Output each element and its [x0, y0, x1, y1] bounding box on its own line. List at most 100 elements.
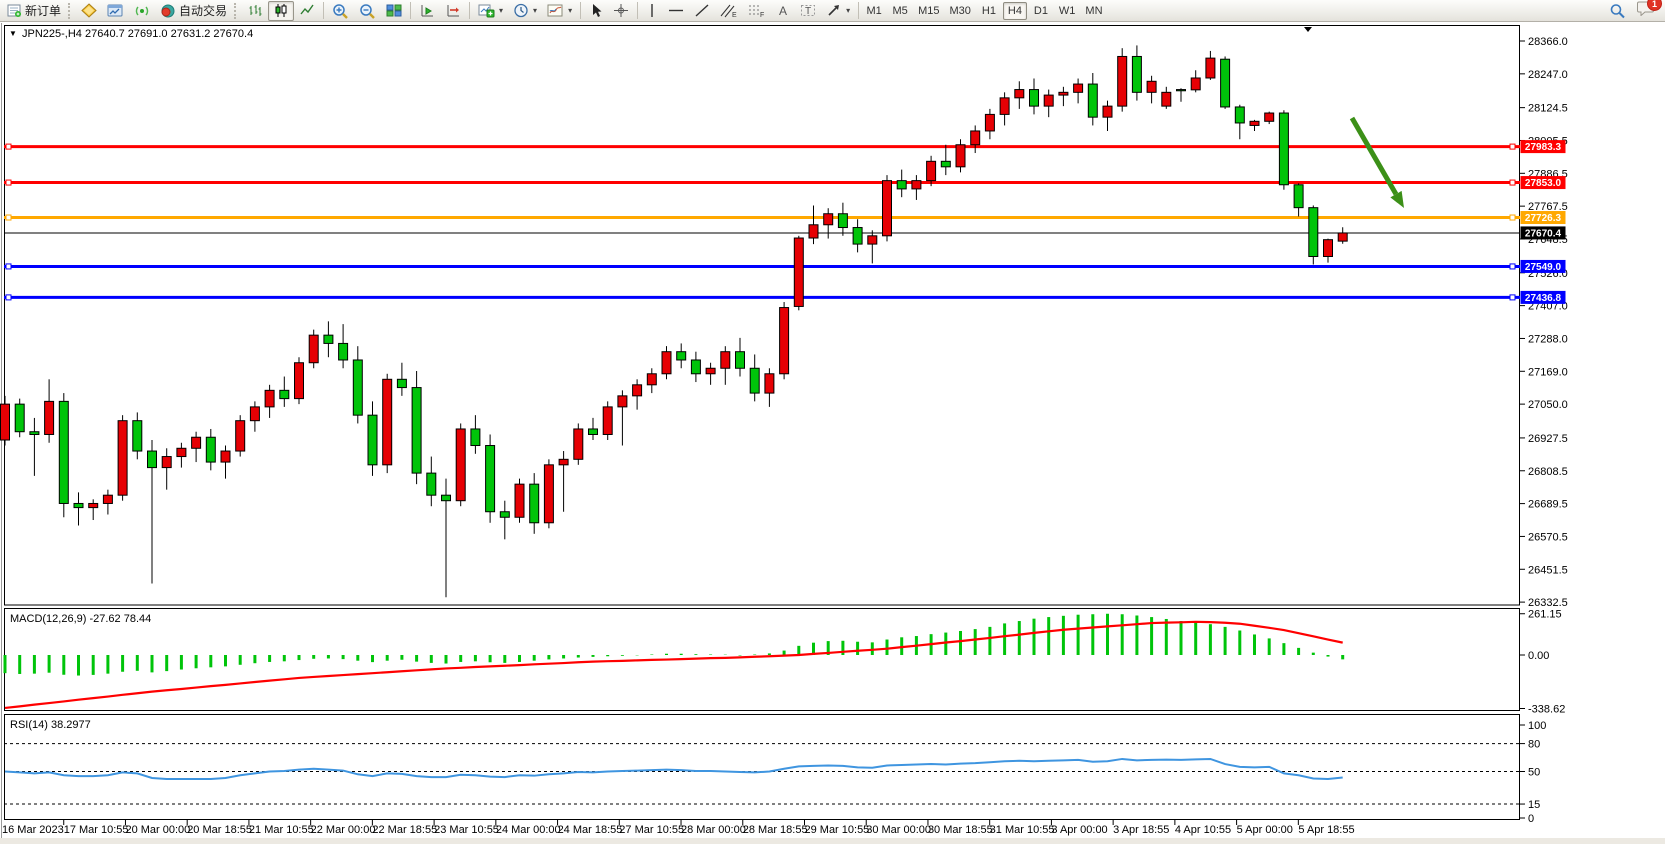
market-watch-button[interactable] [102, 1, 129, 21]
candlestick-chart-button[interactable] [268, 0, 295, 21]
symbol-dropdown-icon[interactable]: ▼ [9, 29, 17, 38]
svg-text:A: A [779, 4, 787, 18]
fibonacci-icon: F [749, 5, 764, 18]
line-chart-button[interactable] [294, 1, 320, 21]
main-panel-border [4, 25, 1520, 606]
zoom-in-icon [333, 3, 348, 19]
horizontal-level-lines[interactable] [4, 143, 1520, 301]
vertical-line-button[interactable] [641, 1, 663, 21]
horizontal-line-button[interactable] [663, 1, 689, 21]
macd-panel-border [4, 608, 1520, 711]
templates-button[interactable]: ▾ [542, 1, 577, 21]
svg-text:24 Mar 00:00: 24 Mar 00:00 [496, 824, 561, 836]
trendline-button[interactable] [689, 1, 715, 21]
svg-text:27983.3: 27983.3 [1525, 142, 1562, 153]
price-tag [1520, 211, 1566, 225]
timeframe-button-h4[interactable]: H4 [1002, 1, 1027, 20]
indicators-button[interactable]: ▾ [473, 1, 508, 21]
svg-text:29 Mar 10:55: 29 Mar 10:55 [804, 824, 869, 836]
chart-shift-button[interactable] [414, 1, 440, 21]
svg-text:30 Mar 18:55: 30 Mar 18:55 [928, 824, 993, 836]
chart-shift-marker-icon [1304, 27, 1312, 32]
auto-trading-button[interactable]: 自动交易 [155, 1, 232, 21]
cursor-button[interactable] [584, 1, 608, 21]
svg-text:28124.5: 28124.5 [1528, 103, 1568, 115]
timeframe-button-d1[interactable]: D1 [1029, 2, 1053, 20]
svg-text:21 Mar 10:55: 21 Mar 10:55 [249, 824, 314, 836]
trend-arrow[interactable] [1349, 116, 1399, 196]
new-order-button[interactable]: 新订单 [2, 1, 66, 21]
timeframe-button-m1[interactable]: M1 [862, 2, 886, 20]
svg-text:27549.0: 27549.0 [1525, 262, 1562, 273]
timeframe-button-m30[interactable]: M30 [946, 2, 975, 20]
chart-shift-icon [421, 5, 434, 17]
timeframe-button-m5[interactable]: M5 [888, 2, 912, 20]
text-label-button[interactable]: T [795, 1, 821, 21]
equidistant-channel-button[interactable]: E [715, 1, 743, 21]
crosshair-button[interactable] [608, 1, 634, 21]
price-axis: 28366.028247.028124.528005.527886.527767… [1520, 36, 1568, 825]
svg-text:27670.4: 27670.4 [1525, 228, 1562, 239]
text-button[interactable]: A [771, 1, 795, 21]
auto-scroll-button[interactable] [440, 1, 466, 21]
tile-windows-button[interactable] [381, 1, 407, 21]
notification-badge: 1 [1647, 0, 1662, 11]
rsi-line [4, 757, 1343, 780]
price-tag [1520, 176, 1566, 190]
arrow-annotation[interactable] [1349, 116, 1404, 208]
search-button[interactable] [1604, 1, 1631, 21]
toolbar-separator [858, 2, 860, 19]
notifications-button[interactable]: 1 [1637, 0, 1662, 21]
svg-text:23 Mar 10:55: 23 Mar 10:55 [434, 824, 499, 836]
dropdown-caret-icon: ▾ [533, 6, 538, 15]
price-tag [1520, 290, 1566, 304]
periods-button[interactable]: ▾ [508, 1, 542, 21]
zoom-in-button[interactable] [327, 1, 354, 21]
metaeditor-button[interactable] [76, 1, 102, 21]
price-tag [1520, 226, 1566, 240]
zoom-out-button[interactable] [354, 1, 381, 21]
svg-text:17 Mar 10:55: 17 Mar 10:55 [64, 824, 129, 836]
timeframe-button-mn[interactable]: MN [1081, 2, 1106, 20]
svg-text:27169.0: 27169.0 [1528, 366, 1568, 378]
candlestick-series [0, 45, 1348, 598]
svg-text:80: 80 [1528, 739, 1540, 751]
macd-signal-line [4, 620, 1343, 710]
bar-chart-button[interactable] [242, 1, 268, 21]
arrows-button[interactable]: ▾ [821, 1, 855, 21]
svg-text:26451.5: 26451.5 [1528, 564, 1568, 576]
timeframe-button-h1[interactable]: H1 [977, 2, 1001, 20]
search-icon [1610, 3, 1625, 18]
channel-icon: E [720, 4, 737, 18]
trend-arrow-head [1390, 190, 1404, 208]
price-tags: 27983.3 27853.0 27726.3 27549.0 27436.8 27670… [1520, 140, 1566, 304]
svg-text:3 Apr 00:00: 3 Apr 00:00 [1051, 824, 1107, 836]
auto-scroll-icon [447, 5, 460, 17]
line-chart-icon [300, 4, 314, 15]
arrow-objects-icon [828, 5, 840, 16]
svg-text:27436.8: 27436.8 [1525, 293, 1562, 304]
toolbar-right-group: 1 [1604, 0, 1663, 21]
metaeditor-icon [81, 3, 97, 18]
svg-text:E: E [732, 12, 737, 18]
toolbar-separator [469, 2, 471, 19]
fibonacci-button[interactable]: F [743, 1, 771, 21]
text-label-icon: T [801, 5, 816, 17]
toolbar-separator [580, 2, 582, 19]
svg-text:28 Mar 00:00: 28 Mar 00:00 [681, 824, 746, 836]
timeframe-button-w1[interactable]: W1 [1055, 2, 1080, 20]
svg-text:3 Apr 18:55: 3 Apr 18:55 [1113, 824, 1169, 836]
svg-text:26808.5: 26808.5 [1528, 466, 1568, 478]
auto-trading-label: 自动交易 [179, 4, 228, 18]
svg-text:26927.5: 26927.5 [1528, 433, 1568, 445]
signal-button[interactable] [129, 1, 155, 21]
new-order-label: 新订单 [25, 4, 62, 18]
svg-text:5 Apr 00:00: 5 Apr 00:00 [1237, 824, 1293, 836]
template-icon [547, 4, 563, 17]
dropdown-caret-icon: ▾ [846, 6, 851, 15]
svg-text:0: 0 [1528, 813, 1534, 825]
timeframe-button-m15[interactable]: M15 [914, 2, 943, 20]
svg-text:5 Apr 18:55: 5 Apr 18:55 [1298, 824, 1354, 836]
toolbar-grip [68, 2, 74, 19]
